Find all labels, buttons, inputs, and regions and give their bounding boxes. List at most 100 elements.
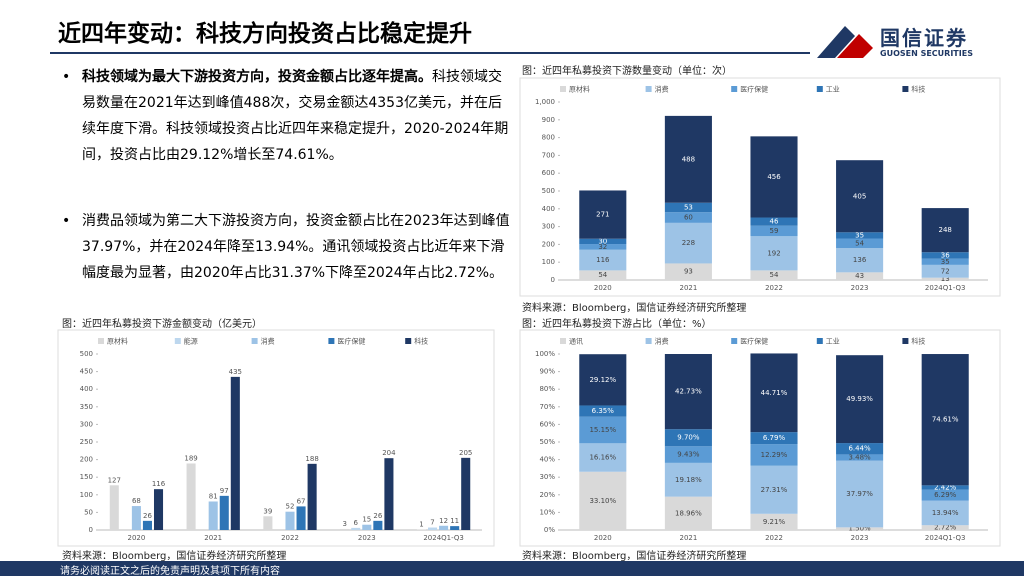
data-label: 9.43%: [677, 451, 700, 459]
y-tick-label: 700: [542, 151, 555, 159]
data-label: 27.31%: [761, 486, 788, 494]
x-tick-label: 2021: [679, 284, 697, 292]
data-label: 435: [229, 368, 242, 376]
data-label: 6: [354, 519, 359, 527]
y-tick-label: 500: [542, 187, 555, 195]
bar: [450, 526, 459, 530]
data-label: 271: [596, 211, 609, 219]
x-tick-label: 2020: [594, 534, 612, 542]
bar: [187, 463, 196, 530]
data-label: 67: [297, 497, 306, 505]
data-label: 6.35%: [592, 407, 615, 415]
data-label: 54: [770, 271, 779, 279]
legend-swatch: [731, 86, 737, 92]
data-label: 228: [682, 239, 695, 247]
x-tick-label: 2021: [204, 534, 222, 542]
bar: [154, 489, 163, 530]
data-label: 33.10%: [589, 497, 616, 505]
data-label: 9.21%: [763, 518, 786, 526]
data-label: 3: [342, 520, 346, 528]
bar: [308, 464, 317, 530]
y-tick-label: 400: [80, 385, 93, 393]
bar: [209, 501, 218, 530]
y-tick-label: 350: [80, 403, 93, 411]
data-label: 6.29%: [934, 491, 957, 499]
y-tick-label: 300: [80, 420, 93, 428]
data-label: 46: [770, 218, 779, 226]
data-label: 52: [286, 503, 295, 511]
y-tick-label: 50%: [539, 438, 555, 446]
data-label: 49.93%: [846, 395, 873, 403]
data-label: 116: [152, 480, 166, 488]
bar: [461, 458, 470, 530]
data-label: 6.44%: [848, 445, 871, 453]
bar: [297, 506, 306, 530]
legend-label: 原材料: [107, 337, 128, 346]
legend-swatch: [328, 338, 334, 344]
y-tick-label: 400: [542, 205, 555, 213]
data-label: 189: [184, 454, 197, 462]
data-label: 3.48%: [848, 453, 871, 461]
bar: [110, 485, 119, 530]
data-label: 9.70%: [677, 434, 700, 442]
data-label: 12.29%: [761, 451, 788, 459]
y-tick-label: 10%: [539, 508, 555, 516]
data-label: 81: [209, 492, 218, 500]
data-label: 248: [939, 226, 952, 234]
y-tick-label: 500: [80, 350, 93, 358]
data-label: 204: [382, 449, 396, 457]
y-tick-label: 200: [80, 456, 93, 464]
bar: [220, 496, 229, 530]
data-label: 136: [853, 256, 867, 264]
data-label: 35: [855, 231, 864, 239]
bar: [143, 521, 152, 530]
data-label: 39: [263, 507, 272, 515]
data-label: 93: [684, 268, 693, 276]
y-tick-label: 900: [542, 116, 555, 124]
x-tick-label: 2023: [851, 284, 869, 292]
legend-label: 原材料: [569, 85, 590, 94]
data-label: 37.97%: [846, 490, 873, 498]
data-label: 18.96%: [675, 509, 702, 517]
x-tick-label: 2023: [358, 534, 376, 542]
legend-swatch: [646, 338, 652, 344]
data-label: 26: [373, 512, 382, 520]
legend-label: 工业: [826, 85, 840, 94]
data-label: 12: [439, 517, 448, 525]
data-label: 15: [362, 516, 371, 524]
x-tick-label: 2024Q1-Q3: [925, 534, 966, 542]
legend-swatch: [560, 338, 566, 344]
x-tick-label: 2024Q1-Q3: [423, 534, 464, 542]
legend-label: 通讯: [569, 337, 583, 346]
data-label: 15.15%: [589, 426, 616, 434]
data-label: 72: [941, 267, 950, 275]
bar: [231, 377, 240, 530]
x-tick-label: 2021: [679, 534, 697, 542]
y-tick-label: 40%: [539, 456, 555, 464]
data-label: 54: [855, 239, 864, 247]
data-label: 26: [143, 512, 152, 520]
data-label: 29.12%: [589, 376, 616, 384]
data-label: 16.16%: [589, 454, 616, 462]
y-tick-label: 50: [84, 508, 93, 516]
data-label: 53: [684, 203, 693, 211]
y-tick-label: 800: [542, 134, 555, 142]
data-label: 19.18%: [675, 476, 702, 484]
data-label: 127: [108, 476, 121, 484]
y-tick-label: 0: [551, 276, 555, 284]
y-tick-label: 80%: [539, 385, 555, 393]
bar: [340, 529, 349, 530]
legend-label: 医疗保健: [740, 337, 768, 346]
legend-label: 医疗保健: [740, 85, 768, 94]
x-tick-label: 2020: [127, 534, 145, 542]
data-label: 6.79%: [763, 434, 786, 442]
data-label: 405: [853, 192, 866, 200]
bar: [428, 528, 437, 530]
chart-frame: [58, 330, 494, 546]
legend-label: 能源: [184, 337, 198, 346]
y-tick-label: 600: [542, 169, 555, 177]
legend-swatch: [175, 338, 181, 344]
legend-label: 工业: [826, 337, 840, 346]
data-label: 488: [682, 155, 695, 163]
